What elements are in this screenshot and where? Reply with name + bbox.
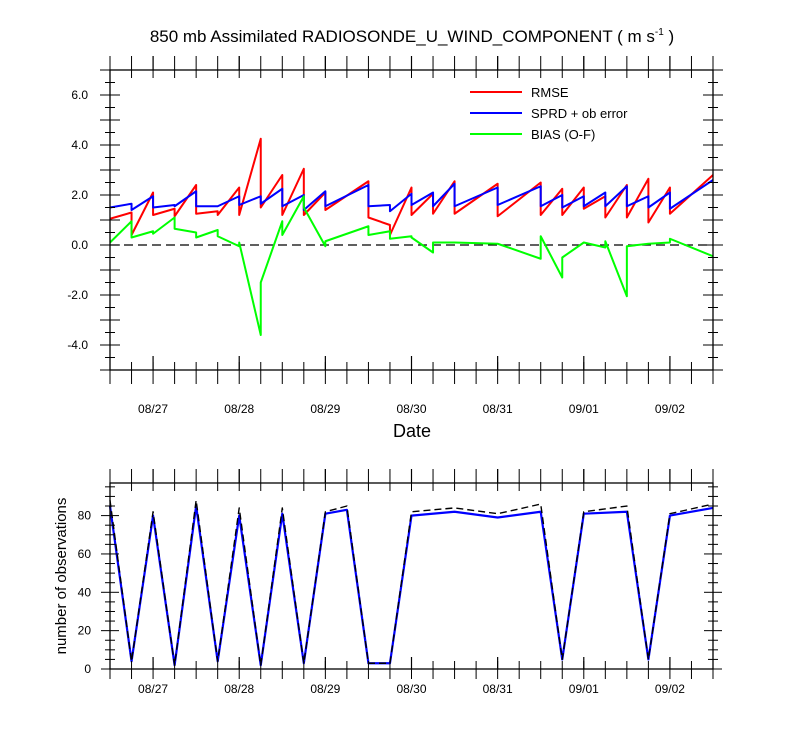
chart-title-end: )	[664, 27, 674, 46]
y-tick-label: 0.0	[71, 238, 88, 252]
y-tick-label: 6.0	[71, 88, 88, 102]
series-line-sprd-ob-error	[109, 179, 714, 213]
x-tick-label-08-31: 08/31	[483, 402, 513, 416]
x-tick-label-08-27: 08/27	[138, 682, 168, 696]
y-tick-label: 40	[78, 585, 92, 599]
top-chart: 850 mb Assimilated RADIOSONDE_U_WIND_COM…	[67, 27, 723, 441]
x-tick-label-08-27: 08/27	[138, 402, 168, 416]
chart-title-main: 850 mb Assimilated RADIOSONDE_U_WIND_COM…	[150, 27, 655, 46]
x-tick-label-08-29: 08/29	[310, 402, 340, 416]
y-tick-label: -4.0	[67, 338, 88, 352]
chart-title-superscript: -1	[655, 27, 664, 38]
y-tick-label: -2.0	[67, 288, 88, 302]
x-tick-label-09-02: 09/02	[655, 402, 685, 416]
x-tick-label-09-01: 09/01	[569, 402, 599, 416]
bottom-chart: 0 20 40 60 80 08/27 08/28 08/29 08/30 08/31 09/01 0…	[53, 469, 722, 696]
y-tick-label: 4.0	[71, 138, 88, 152]
legend-label-3: BIAS (O-F)	[531, 127, 595, 142]
x-axis-label: Date	[393, 421, 431, 441]
x-tick-label-09-01: 09/01	[569, 682, 599, 696]
y-tick-label: 20	[78, 624, 92, 638]
x-tick-label-08-29: 08/29	[310, 682, 340, 696]
x-tick-label-08-31: 08/31	[483, 682, 513, 696]
y-tick-label: 60	[78, 547, 92, 561]
x-tick-label-08-30: 08/30	[396, 682, 426, 696]
chart-title: 850 mb Assimilated RADIOSONDE_U_WIND_COM…	[150, 27, 674, 46]
y-tick-label: 0	[84, 662, 91, 676]
x-tick-label-08-28: 08/28	[224, 402, 254, 416]
series-line-assimilated	[108, 504, 714, 667]
legend-label-1: RMSE	[531, 85, 569, 100]
legend-label-2: SPRD + ob error	[531, 106, 628, 121]
series-line-rmse	[109, 137, 714, 236]
x-tick-label-08-30: 08/30	[396, 402, 426, 416]
x-tick-label-09-02: 09/02	[655, 682, 685, 696]
y-tick-label: 80	[78, 509, 92, 523]
series-line-total	[109, 499, 714, 666]
x-tick-label-08-28: 08/28	[224, 682, 254, 696]
series-line-bias-o-f	[109, 195, 714, 336]
y-axis-label: number of observations	[53, 498, 70, 655]
y-tick-label: 2.0	[71, 188, 88, 202]
